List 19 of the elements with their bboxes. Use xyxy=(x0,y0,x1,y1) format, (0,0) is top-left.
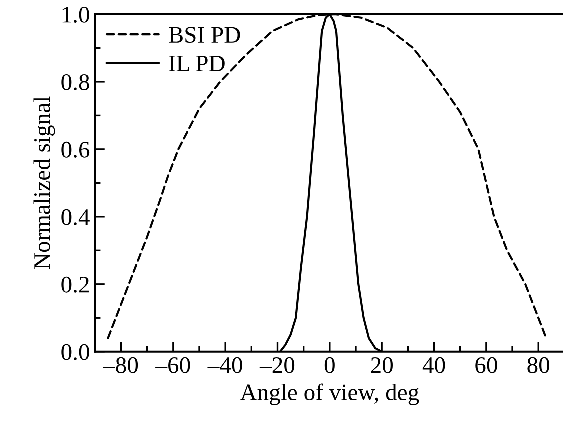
y-tick-label: 1.0 xyxy=(62,6,90,24)
x-axis-title: Angle of view, deg xyxy=(240,384,420,406)
y-tick-label: 0.2 xyxy=(62,276,89,293)
x-tick-label: –80 xyxy=(103,357,138,374)
x-tick-label: 0 xyxy=(324,357,335,374)
x-tick-label: 20 xyxy=(371,357,393,374)
legend-label: IL PD xyxy=(169,56,225,72)
x-tick-label: –40 xyxy=(208,357,242,374)
y-axis-title: Normalized signal xyxy=(34,96,56,270)
y-tick-label: 0.4 xyxy=(62,209,90,226)
x-tick-label: 40 xyxy=(422,357,446,374)
x-tick-label: –60 xyxy=(156,357,190,374)
x-tick-label: 80 xyxy=(528,357,550,374)
y-tick-label: 0.8 xyxy=(62,74,90,90)
y-tick-label: 0.6 xyxy=(62,142,90,158)
x-tick-label: –20 xyxy=(260,357,295,374)
y-tick-label: 0.0 xyxy=(62,344,90,360)
x-tick-label: 60 xyxy=(476,357,498,374)
legend-label: BSI PD xyxy=(169,27,240,44)
